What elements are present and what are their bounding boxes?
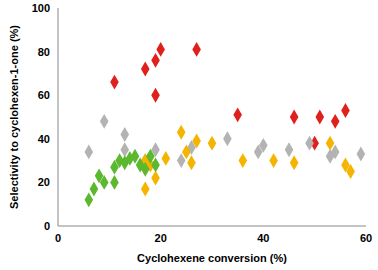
svg-text:20: 20	[38, 176, 50, 188]
svg-text:Selectivity to cyclohexen-1-on: Selectivity to cyclohexen-1-one (%)	[8, 25, 20, 209]
svg-text:40: 40	[257, 232, 269, 244]
svg-text:Cyclohexene conversion (%): Cyclohexene conversion (%)	[137, 252, 287, 264]
svg-text:60: 60	[360, 232, 370, 244]
svg-text:0: 0	[55, 232, 61, 244]
svg-text:40: 40	[38, 133, 50, 145]
svg-text:80: 80	[38, 46, 50, 58]
svg-text:60: 60	[38, 89, 50, 101]
svg-text:100: 100	[32, 2, 50, 14]
svg-text:20: 20	[155, 232, 167, 244]
svg-text:0: 0	[44, 220, 50, 232]
